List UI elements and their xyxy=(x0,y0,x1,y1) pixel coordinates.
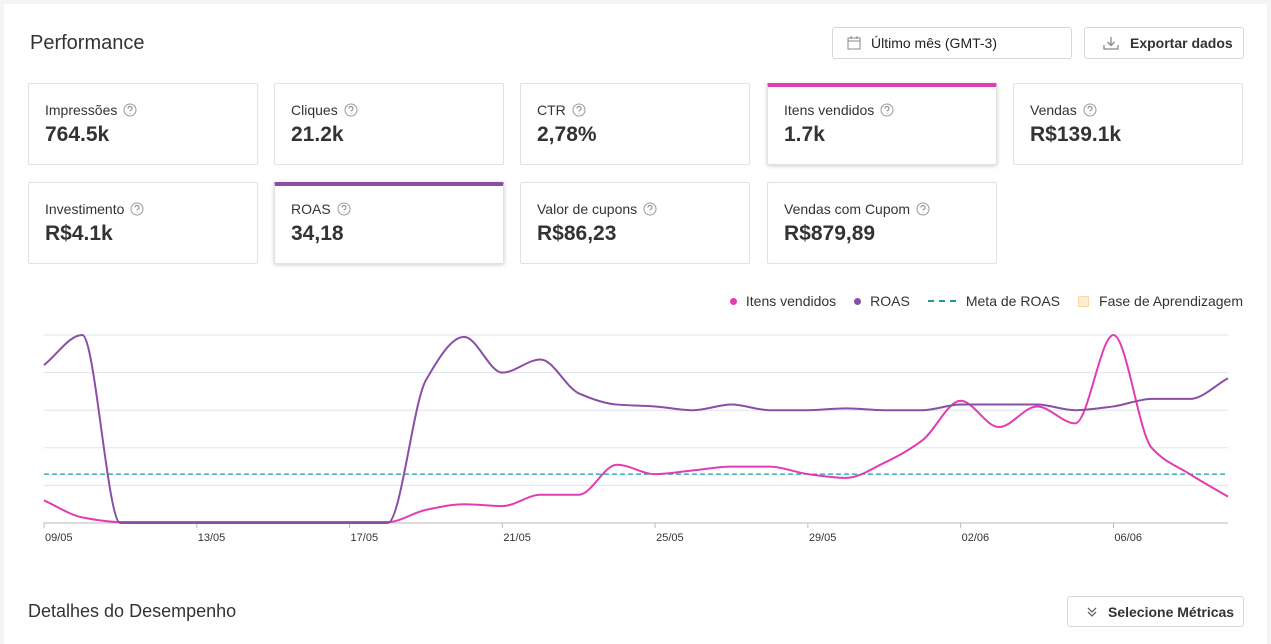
help-circle xyxy=(643,202,657,216)
metric-label: ROAS xyxy=(291,201,331,217)
x-tick-label: 17/05 xyxy=(351,532,379,544)
metric-value: 764.5k xyxy=(45,123,110,146)
page: Performance Último mês (GMT-3) Exportar … xyxy=(4,4,1267,644)
help-mark xyxy=(920,204,926,213)
legend-dash xyxy=(927,300,956,302)
series-line xyxy=(43,333,1229,524)
metric-label: Investimento xyxy=(45,201,125,217)
metric-card[interactable]: ROAS 34,18 xyxy=(274,182,504,264)
metric-label-row: Cliques xyxy=(291,102,358,118)
help-mark xyxy=(348,105,354,114)
page-title: Performance xyxy=(30,32,145,54)
help-icon[interactable] xyxy=(916,202,930,216)
help-circle xyxy=(572,103,586,117)
help-icon[interactable] xyxy=(643,202,657,216)
help-circle xyxy=(916,202,930,216)
metric-card[interactable]: Vendas com Cupom R$879,89 xyxy=(767,182,997,264)
x-tick-label: 13/05 xyxy=(198,532,226,544)
help-mark xyxy=(576,105,582,114)
metric-value: R$4.1k xyxy=(45,222,113,245)
metric-card[interactable]: Impressões 764.5k xyxy=(28,83,258,165)
metric-label: Impressões xyxy=(45,102,118,118)
chart: 09/05 13/05 17/05 21/05 25/05 29/05 02/06 06/06 xyxy=(43,333,1229,544)
select-metrics-label: Selecione Métricas xyxy=(1108,603,1235,620)
metric-value: 34,18 xyxy=(291,222,344,245)
help-circle xyxy=(123,103,137,117)
help-mark xyxy=(134,204,140,213)
help-mark xyxy=(1087,105,1093,114)
metric-label: Vendas com Cupom xyxy=(784,201,911,217)
help-icon[interactable] xyxy=(123,103,137,117)
metric-label: Itens vendidos xyxy=(784,102,875,118)
metric-label: Cliques xyxy=(291,102,338,118)
metric-card[interactable]: Investimento R$4.1k xyxy=(28,182,258,264)
x-tick-label: 06/06 xyxy=(1114,532,1142,544)
legend-item[interactable]: Itens vendidos xyxy=(729,293,837,309)
metric-value: 21.2k xyxy=(291,123,344,146)
help-circle xyxy=(1083,103,1097,117)
legend-dot xyxy=(854,297,862,305)
metric-label-row: Investimento xyxy=(45,201,144,217)
help-icon[interactable] xyxy=(572,103,586,117)
legend-label: Itens vendidos xyxy=(745,293,837,309)
legend-label: Meta de ROAS xyxy=(965,293,1061,309)
select-metrics-button[interactable]: Selecione Métricas xyxy=(1067,596,1244,627)
help-icon[interactable] xyxy=(130,202,144,216)
metric-card[interactable]: Valor de cupons R$86,23 xyxy=(520,182,750,264)
legend-label: Fase de Aprendizagem xyxy=(1099,293,1243,309)
help-mark xyxy=(647,204,653,213)
metric-label-row: Itens vendidos xyxy=(784,102,894,118)
legend: Itens vendidos ROAS Meta de ROAS Fase de Ap… xyxy=(712,293,1243,309)
help-circle xyxy=(880,103,894,117)
metric-label-row: Impressões xyxy=(45,102,137,118)
metric-label: CTR xyxy=(537,102,566,118)
download-icon xyxy=(1103,37,1119,50)
metric-value: R$139.1k xyxy=(1030,123,1122,146)
metric-card[interactable]: CTR 2,78% xyxy=(520,83,750,165)
legend-item[interactable]: ROAS xyxy=(854,293,910,309)
help-icon[interactable] xyxy=(1083,103,1097,117)
metric-label-row: Valor de cupons xyxy=(537,201,657,217)
series-line xyxy=(43,333,1229,524)
metric-value: R$86,23 xyxy=(537,222,617,245)
help-icon[interactable] xyxy=(337,202,351,216)
x-tick-label: 21/05 xyxy=(503,532,531,544)
metric-label-row: CTR xyxy=(537,102,586,118)
details-title: Detalhes do Desempenho xyxy=(28,601,237,621)
date-range: Último mês (GMT-3) xyxy=(871,35,997,51)
metric-card[interactable]: Vendas R$139.1k xyxy=(1013,83,1243,165)
help-icon[interactable] xyxy=(344,103,358,117)
legend-dot xyxy=(729,297,737,305)
export-label: Exportar dados xyxy=(1130,35,1233,51)
x-tick-label: 09/05 xyxy=(45,532,73,544)
help-mark xyxy=(884,105,890,114)
metric-label: Vendas xyxy=(1030,102,1077,118)
x-tick-label: 02/06 xyxy=(962,532,990,544)
help-circle xyxy=(344,103,358,117)
legend-label: ROAS xyxy=(870,293,910,309)
legend-item[interactable]: Fase de Aprendizagem xyxy=(1078,293,1243,309)
help-icon[interactable] xyxy=(880,103,894,117)
help-circle xyxy=(337,202,351,216)
metric-value: R$879,89 xyxy=(784,222,876,245)
help-mark xyxy=(341,204,347,213)
export-button[interactable]: Exportar dados xyxy=(1084,27,1244,59)
x-tick-label: 25/05 xyxy=(656,532,684,544)
metric-value: 1.7k xyxy=(784,123,825,146)
metric-card[interactable]: Itens vendidos 1.7k xyxy=(767,83,997,165)
metric-label-row: Vendas com Cupom xyxy=(784,201,930,217)
calendar-icon xyxy=(847,36,861,50)
metric-value: 2,78% xyxy=(537,123,597,146)
metric-label-row: Vendas xyxy=(1030,102,1097,118)
help-circle xyxy=(130,202,144,216)
legend-item[interactable]: Meta de ROAS xyxy=(927,293,1061,309)
metric-label: Valor de cupons xyxy=(537,201,638,217)
legend-swatch xyxy=(1078,295,1090,307)
help-mark xyxy=(127,105,133,114)
x-tick-label: 29/05 xyxy=(809,532,837,544)
metric-label-row: ROAS xyxy=(291,201,351,217)
date-picker[interactable]: Último mês (GMT-3) xyxy=(832,27,1072,59)
chevron-icon xyxy=(1087,607,1097,617)
metric-card[interactable]: Cliques 21.2k xyxy=(274,83,504,165)
